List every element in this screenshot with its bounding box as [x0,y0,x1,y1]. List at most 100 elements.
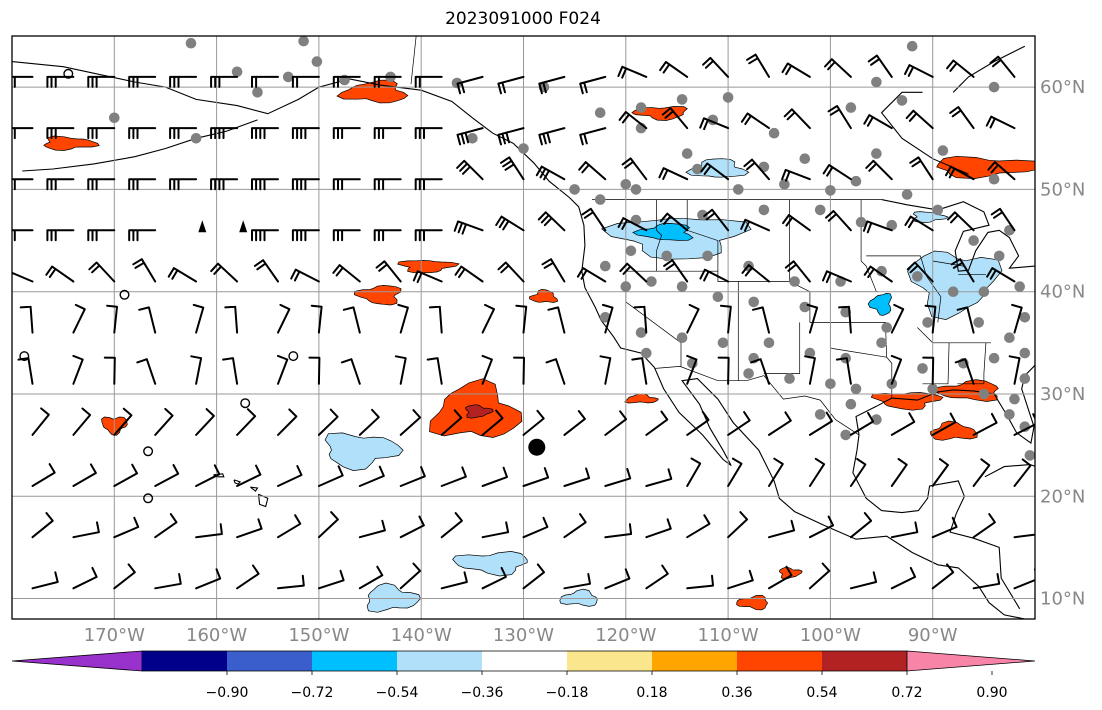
station-dot [988,81,1000,93]
wind-barb [784,260,811,283]
figure-title: 2023091000 F024 [445,9,601,29]
wind-barb [838,305,852,334]
wind-barb [727,411,751,436]
wind-barb [210,127,239,140]
station-dot [748,296,759,308]
colorbar-segment [822,651,907,671]
wind-barb [138,306,157,334]
wind-barb [990,207,1016,232]
wind-barb [645,410,669,436]
wind-barb [631,357,648,385]
wind-barb [849,571,878,590]
station-dot [947,286,959,298]
wind-barb [956,306,975,334]
calm-wind-layer [19,68,299,504]
wind-barb [453,220,484,235]
latitude-tick-label: 60°N [1040,77,1085,98]
wind-barb [154,407,174,436]
wind-barb [863,114,893,130]
wind-barb [579,75,607,95]
wind-barb [481,354,493,385]
station-dot [569,184,580,195]
shaded-region [452,551,528,577]
wind-barb [618,111,648,130]
wind-barb [658,167,689,181]
wind-barb [222,357,239,385]
wind-barb [661,107,689,130]
wind-barb [808,457,826,487]
wind-barb [972,573,1001,590]
wind-barb [659,61,689,78]
station-dot [282,71,294,83]
station-dot [190,133,202,144]
wind-barb [890,303,905,334]
wind-barb [72,407,92,436]
wind-barb [332,264,361,283]
station-dot [594,107,606,118]
longitude-tick-labels: 170°W 160°W 150°W 140°W 130°W 120°W 110°W 100°W… [84,625,958,646]
station-dot [1024,450,1035,461]
station-dot [993,250,1005,262]
station-dot [789,276,800,287]
wind-barb [972,412,998,436]
wind-barb [72,303,86,334]
wind-barb [113,407,133,436]
wind-barb [972,513,996,539]
wind-barb [645,564,669,590]
wind-barb [358,465,385,487]
wind-barb [750,358,770,385]
station-dot [871,148,882,159]
colorbar-tick-label: −0.72 [291,685,334,701]
station-dot [901,189,913,200]
colorbar-segment [737,651,822,671]
wind-barb [727,569,754,590]
latitude-tick-label: 30°N [1040,384,1085,405]
colorbar-segment [227,651,312,671]
wind-barb [440,409,463,436]
station-dot [937,145,949,156]
wind-barb [865,159,893,181]
wind-barb [456,75,484,95]
wind-barb [291,75,320,88]
calm-wind-circle [119,289,130,300]
map-frame [11,35,1036,620]
wind-barb [727,457,743,487]
wind-barb [342,306,361,334]
shaded-region [930,420,978,441]
colorbar-min-extension [11,650,143,672]
wind-barb [703,208,730,232]
wind-barb [781,62,811,78]
wind-barb [358,565,384,590]
wind-barb [890,458,908,487]
station-dot [311,56,323,67]
station-dot [922,317,933,328]
political-border [656,199,663,272]
wind-barb [224,305,239,334]
shaded-region [354,285,402,306]
station-dot [676,94,688,105]
wind-barb [253,259,279,283]
wind-barb [686,410,710,436]
wind-barb [317,511,339,539]
station-dot [641,347,652,359]
wind-barb [154,573,182,590]
colorbar: −0.90 −0.72 −0.54 −0.36 −0.18 0.18 0.36 0.54 0.7… [11,650,1036,701]
wind-barb [822,164,852,181]
wind-barb [106,304,118,334]
wind-barb [849,411,875,436]
wind-barb [31,407,50,436]
wind-barb [604,568,631,590]
wind-barb [522,467,550,487]
wind-barb [46,127,75,140]
station-dot [697,209,708,221]
political-border [686,199,719,272]
wind-barb [547,306,566,334]
station-dot [768,127,780,139]
wind-barb [251,75,279,88]
wind-barb [128,178,157,191]
wind-barb [456,159,484,181]
wind-barb [132,258,157,283]
colorbar-segment [652,651,737,671]
wind-barb [741,264,770,283]
wind-barb [835,357,852,385]
